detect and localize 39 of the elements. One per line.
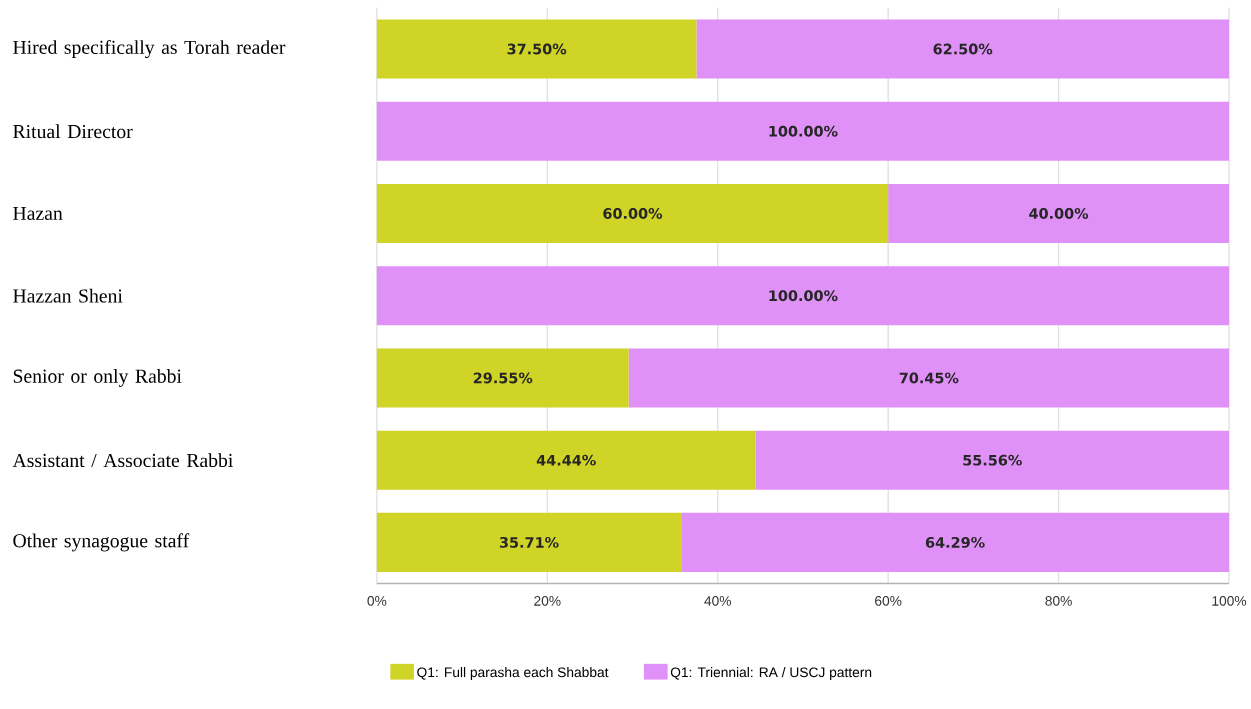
bar (681, 512, 1230, 572)
x-tick-label: 40% (704, 595, 732, 606)
bar (376, 101, 1230, 161)
data-label: 70.45% (899, 372, 959, 384)
data-label: 62.50% (933, 43, 993, 55)
x-tick-label: 0% (367, 595, 387, 606)
data-label: 29.55% (473, 372, 533, 384)
y-tick-label: Hazzan Sheni (13, 288, 123, 303)
bar (376, 265, 1230, 325)
bar (376, 19, 697, 79)
y-tick-label: Ritual Director (13, 124, 133, 138)
x-tick-label: 80% (1045, 595, 1072, 606)
y-tick-label: Assistant / Associate Rabbi (12, 453, 233, 467)
bar (376, 348, 629, 408)
legend-label: Q1: Triennial: RA / USCJ pattern (670, 666, 872, 680)
x-tick-label: 100% (1212, 595, 1247, 606)
bar (376, 183, 889, 243)
data-label: 44.44% (536, 454, 596, 466)
data-label: 64.29% (925, 536, 985, 548)
bar (628, 348, 1230, 408)
bar (376, 512, 682, 572)
y-tick-label: Hired specifically as Torah reader (13, 39, 286, 58)
data-label: 35.71% (499, 536, 559, 548)
bar (376, 430, 756, 490)
bar (696, 19, 1230, 79)
data-label: 55.56% (963, 454, 1022, 466)
data-label: 100.00% (769, 125, 838, 137)
bar (755, 430, 1230, 490)
data-label: 40.00% (1029, 207, 1089, 219)
y-tick-label: Other synagogue staff (13, 533, 190, 552)
data-label: 60.00% (603, 207, 663, 219)
x-tick-label: 20% (534, 595, 561, 606)
y-tick-label: Hazan (13, 206, 63, 220)
legend-label: Q1: Full parasha each Shabbat (417, 666, 609, 680)
x-tick-label: 60% (875, 595, 902, 606)
data-label: 100.00% (769, 290, 838, 301)
bar (888, 183, 1230, 243)
y-tick-label: Senior or only Rabbi (13, 368, 182, 387)
data-label: 37.50% (507, 43, 567, 55)
